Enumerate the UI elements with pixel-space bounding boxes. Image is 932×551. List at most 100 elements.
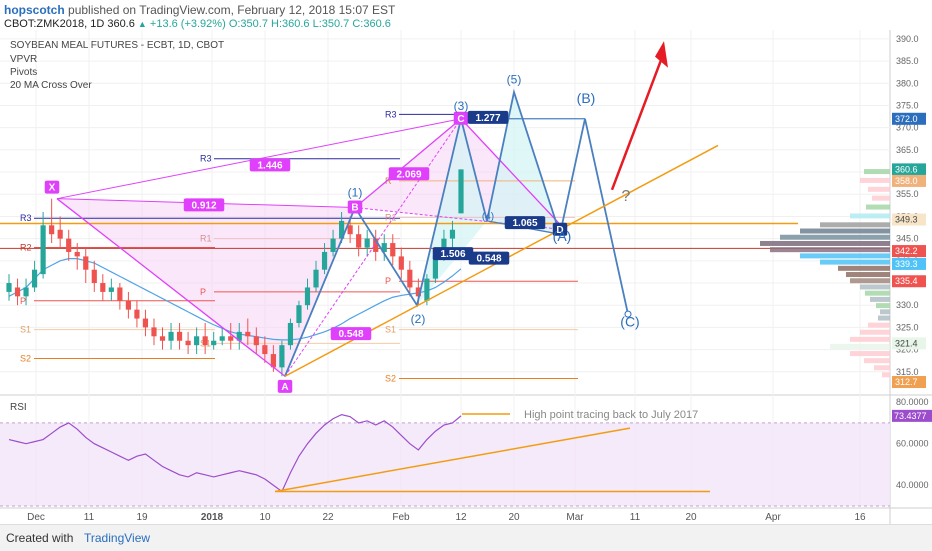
ratio-1277: 1.277 [475, 113, 500, 124]
volume-profile-bar [870, 296, 890, 302]
candle-body [245, 331, 251, 337]
candle-body [108, 287, 114, 292]
price-label: 342.2 [895, 246, 918, 256]
wave-label-1: (1) [348, 185, 363, 199]
time-tick-label: 11 [84, 512, 95, 523]
candle-body [74, 251, 80, 257]
volume-profile-bar [866, 204, 890, 210]
time-tick-label: 16 [854, 512, 866, 523]
ratio-1446-box [249, 158, 291, 172]
ratio-1506: 1.506 [440, 249, 465, 260]
pivot-r2-label: R2 [20, 243, 32, 253]
symbol-line: CBOT:ZMK2018, 1D 360.6 ▲ +13.6 (+3.92%) … [4, 18, 391, 30]
chart-title: SOYBEAN MEAL FUTURES - ECBT, 1D, CBOT [10, 40, 224, 51]
time-tick-label: 19 [136, 512, 148, 523]
candle-body [398, 256, 404, 270]
elliott-wave-line [284, 88, 629, 377]
volume-profile-bar [850, 351, 890, 357]
legend-item: 20 MA Cross Over [10, 80, 92, 91]
volume-profile-bar [872, 195, 890, 201]
candle-body [339, 220, 345, 239]
time-tick-label: 11 [630, 512, 641, 523]
candle-body [49, 225, 55, 235]
time-tick-label: 12 [455, 512, 467, 523]
xab-triangle [57, 198, 355, 377]
volume-profile-bar [800, 253, 890, 259]
candle-body [449, 229, 456, 239]
candle-body [202, 336, 208, 346]
candle-body [330, 238, 336, 252]
candle-body [194, 336, 200, 346]
candle-body [270, 354, 276, 368]
legend-item: Pivots [10, 67, 37, 78]
price-tick-label: 325.0 [896, 322, 919, 332]
ohlc-values: O:350.7 H:360.6 L:350.7 C:360.6 [228, 18, 391, 30]
volume-profile-bar [864, 358, 890, 364]
rsi-last-label: 73.4377 [894, 411, 927, 421]
harmonic-label-x: X [49, 183, 56, 194]
ratio-0912: 0.912 [191, 200, 216, 211]
projection-arrow-line [610, 51, 666, 191]
tradingview-logo[interactable]: TradingView [84, 531, 151, 545]
volume-profile-bar [838, 265, 890, 271]
pivot-r3-label: R3 [20, 213, 32, 223]
candle-body [424, 278, 430, 301]
wave-label-b: (B) [577, 90, 596, 106]
rsi-trend-line [274, 427, 631, 493]
price-label-box [892, 163, 926, 176]
harmonic-label-c-box [453, 111, 469, 125]
price-label-box [892, 245, 926, 258]
price-change: +13.6 (+3.92%) [149, 18, 226, 30]
volume-profile-bar [850, 213, 890, 219]
time-tick-label: Apr [765, 512, 781, 523]
volume-profile-bar [800, 228, 890, 234]
price-label: 335.4 [895, 276, 918, 286]
price-chart-canvas[interactable]: Dec 11 19 2018 10 22 Feb 12 20 Mar 11 20 Apr 16R3R3R3… [0, 30, 932, 524]
rsi-last-box [892, 409, 932, 422]
harmonic-label-a: A [281, 382, 288, 393]
wave-label-5: (5) [507, 72, 522, 86]
candle-body [304, 287, 311, 306]
time-tick-label: Mar [566, 512, 584, 523]
harmonic-label-d-box [552, 222, 568, 236]
wave-label-4: (4) [482, 212, 494, 223]
candle-body [142, 318, 149, 328]
publish-line: hopscotch published on TradingView.com, … [4, 3, 395, 17]
candle-body [458, 169, 464, 214]
volume-profile-bar [865, 290, 890, 296]
pivot-s2-label: S2 [20, 353, 31, 363]
time-tick-label: 20 [685, 512, 697, 523]
pivot-s2-right-label: S2 [385, 373, 396, 383]
candle-body [432, 256, 439, 279]
created-with-label: Created with [6, 531, 74, 545]
up-triangle-icon: ▲ [137, 19, 147, 29]
time-tick-label: Feb [392, 512, 410, 523]
candle-body [381, 243, 387, 252]
volume-profile-bar [846, 272, 890, 278]
time-tick-label: Dec [27, 512, 45, 523]
candle-body [364, 238, 370, 248]
ratio-0548-blue-box [468, 251, 510, 265]
volume-profile-bar [860, 329, 890, 335]
rsi-band [0, 422, 890, 506]
volume-profile-bar [780, 234, 890, 240]
candle-body [31, 269, 38, 288]
pivot-r1-right-label: R1 [385, 212, 397, 222]
candle-body [262, 345, 268, 355]
legend-item: VPVR [10, 54, 37, 65]
price-label-box [892, 337, 926, 350]
candle-body [279, 345, 285, 368]
candle-body [228, 336, 234, 341]
author-link[interactable]: hopscotch [4, 3, 65, 17]
ratio-0548-pink-box [330, 327, 372, 341]
harmonic-label-b: B [351, 203, 358, 214]
ratio-0548-pink: 0.548 [338, 329, 363, 340]
pivot-p-label: P [20, 296, 26, 306]
candle-body [151, 327, 157, 337]
price-tick-label: 315.0 [896, 367, 919, 377]
candle-body [168, 331, 174, 341]
price-label-box [892, 257, 926, 270]
candle-body [407, 269, 413, 288]
ratio-1446: 1.446 [257, 160, 282, 171]
volume-profile-bar [830, 343, 890, 349]
